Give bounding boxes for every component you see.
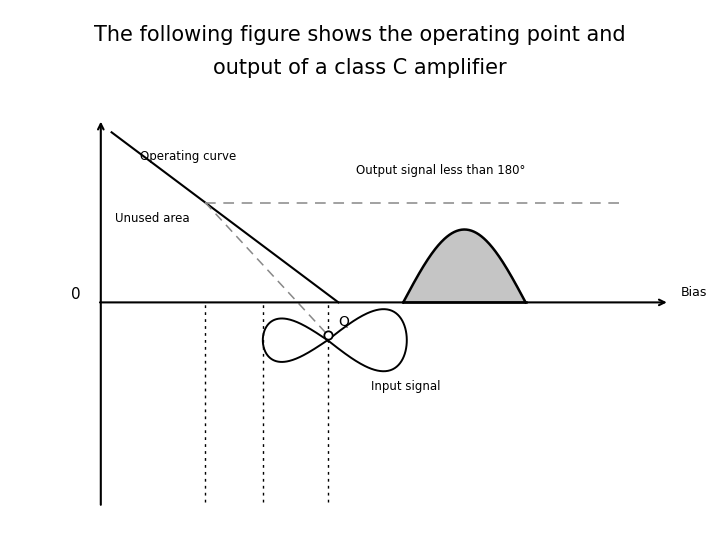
Text: output of a class C amplifier: output of a class C amplifier (213, 57, 507, 78)
Text: Bias: Bias (680, 286, 707, 299)
Text: Input signal: Input signal (371, 380, 441, 393)
Text: 0: 0 (71, 287, 81, 302)
Text: The following figure shows the operating point and: The following figure shows the operating… (94, 25, 626, 45)
Text: Output signal less than 180°: Output signal less than 180° (356, 164, 526, 177)
Text: Q: Q (338, 314, 349, 328)
Text: Unused area: Unused area (115, 212, 190, 225)
Text: Operating curve: Operating curve (140, 150, 237, 163)
